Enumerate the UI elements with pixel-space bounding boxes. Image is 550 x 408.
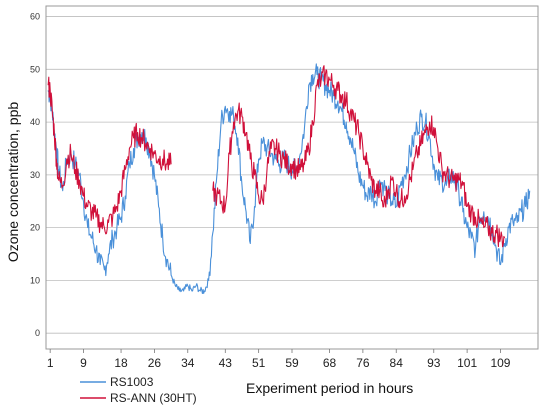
x-tick-label: 26: [148, 356, 162, 370]
x-tick-label: 76: [356, 356, 370, 370]
y-tick-label: 60: [30, 12, 40, 22]
plot-area-border: [45, 5, 539, 350]
x-tick-label: 84: [390, 356, 404, 370]
series-lines: [47, 63, 531, 295]
x-tick-label: 18: [114, 356, 128, 370]
x-tick-label: 109: [490, 356, 510, 370]
y-tick-label: 50: [30, 64, 40, 74]
grid-lines: [46, 16, 538, 334]
y-axis-label: Ozone concentration, ppb: [5, 102, 21, 263]
y-tick-label: 40: [30, 117, 40, 127]
x-tick-label: 9: [80, 356, 87, 370]
x-tick-label: 34: [181, 356, 195, 370]
x-tick-label: 51: [252, 356, 266, 370]
y-axis-ticks: 0 10 20 30 40 50 60: [30, 12, 40, 339]
plot-frame: [45, 5, 539, 350]
y-tick-label: 20: [30, 223, 40, 233]
series-line-rs-ann-1: [47, 76, 172, 235]
y-tick-label: 10: [30, 275, 40, 285]
x-axis-ticks: 1 9 18 26 34 43 51 59 68 76 84 93 101 109: [47, 349, 511, 370]
y-tick-label: 30: [30, 170, 40, 180]
y-tick-label: 0: [35, 328, 40, 338]
x-tick-label: 101: [457, 356, 477, 370]
series-line-rs-ann-2: [212, 65, 506, 248]
x-tick-label: 68: [323, 356, 337, 370]
x-tick-label: 59: [285, 356, 299, 370]
legend-label-rs-ann: RS-ANN (30HT): [110, 391, 197, 405]
legend: RS1003 RS-ANN (30HT): [80, 375, 197, 405]
x-tick-label: 43: [219, 356, 233, 370]
x-axis-label: Experiment period in hours: [246, 380, 413, 396]
x-tick-label: 93: [427, 356, 441, 370]
x-tick-label: 1: [47, 356, 54, 370]
legend-label-rs1003: RS1003: [110, 375, 154, 389]
